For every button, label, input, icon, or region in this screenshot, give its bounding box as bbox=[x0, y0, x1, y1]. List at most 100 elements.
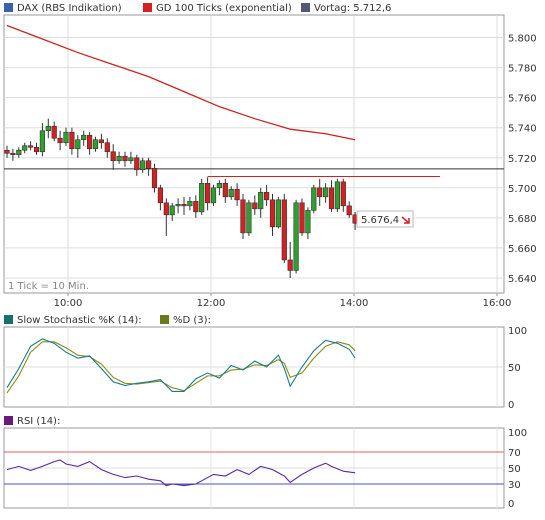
candle-down bbox=[51, 125, 57, 139]
candle-down bbox=[4, 149, 10, 154]
candle-down bbox=[157, 187, 164, 204]
candle-down bbox=[57, 137, 63, 144]
candle-down bbox=[122, 155, 128, 162]
last-price-box bbox=[356, 210, 414, 228]
candle-down bbox=[181, 204, 187, 207]
candle-up bbox=[258, 192, 264, 210]
rsi-y-tick-label: 50 bbox=[508, 464, 521, 475]
candle-down bbox=[33, 146, 40, 153]
candle-down bbox=[104, 142, 110, 153]
legend-swatch-dax bbox=[4, 3, 13, 12]
candle-up bbox=[246, 202, 252, 234]
legend-label-dax: DAX (RBS Indikation) bbox=[17, 3, 122, 14]
candle-down bbox=[340, 181, 346, 207]
main-plot-frame bbox=[3, 14, 505, 294]
candle-down bbox=[328, 187, 335, 210]
legend-swatch-d bbox=[160, 315, 169, 324]
candle-up bbox=[228, 189, 234, 198]
candle-down bbox=[281, 199, 287, 261]
main-y-tick-label: 5.780 bbox=[508, 64, 537, 75]
candle-up bbox=[305, 210, 311, 234]
candle-down bbox=[10, 152, 16, 156]
rsi-y-tick-label: 0 bbox=[508, 499, 514, 510]
stoch-y-axis-labels: 100 50 0 bbox=[508, 326, 527, 411]
last-price-label: 5.676,4 bbox=[361, 215, 399, 226]
candle-down bbox=[234, 189, 240, 201]
main-y-tick-label: 5.740 bbox=[508, 124, 537, 135]
ema-line bbox=[6, 24, 356, 141]
main-x-tick-label: 12:00 bbox=[197, 298, 226, 309]
main-gridlines bbox=[4, 15, 504, 296]
candle-up bbox=[322, 187, 329, 198]
legend-swatch-prev-close bbox=[301, 3, 310, 12]
stoch-y-tick-label: 0 bbox=[508, 400, 514, 411]
candle-up bbox=[275, 199, 282, 228]
legend-swatch-rsi bbox=[4, 416, 13, 425]
candle-down bbox=[299, 202, 305, 234]
legend-label-k: Slow Stochastic %K (14): bbox=[17, 315, 142, 326]
candle-up bbox=[293, 202, 299, 271]
main-x-tick-label: 16:00 bbox=[483, 298, 512, 309]
candle-down bbox=[346, 205, 352, 216]
rsi-y-tick-label: 100 bbox=[508, 428, 527, 439]
candle-up bbox=[216, 183, 223, 189]
candle-down bbox=[134, 157, 140, 171]
tick-note: 1 Tick = 10 Min. bbox=[8, 281, 89, 292]
rsi-y-tick-label: 70 bbox=[508, 448, 521, 459]
candle-down bbox=[110, 151, 116, 162]
stoch-k-line bbox=[6, 338, 356, 392]
candle-down bbox=[269, 199, 276, 228]
candle-down bbox=[240, 199, 246, 234]
rsi-legend: RSI (14): bbox=[4, 416, 60, 427]
candle-up bbox=[39, 130, 45, 153]
candle-down bbox=[98, 139, 104, 144]
main-y-tick-label: 5.680 bbox=[508, 214, 537, 225]
legend-swatch-k bbox=[4, 315, 13, 324]
candle-down bbox=[151, 167, 158, 189]
candle-up bbox=[210, 187, 217, 204]
candle-up bbox=[187, 201, 193, 207]
candle-down bbox=[263, 192, 270, 201]
candle-up bbox=[81, 134, 87, 141]
legend-label-d: %D (3): bbox=[173, 315, 211, 326]
main-y-tick-label: 5.700 bbox=[508, 184, 537, 195]
main-y-tick-label: 5.800 bbox=[508, 34, 537, 45]
main-y-tick-label: 5.640 bbox=[508, 274, 537, 285]
candle-down bbox=[287, 259, 293, 271]
stoch-y-tick-label: 50 bbox=[508, 363, 521, 374]
candle-up bbox=[199, 183, 205, 213]
main-x-tick-label: 14:00 bbox=[340, 298, 369, 309]
candle-up bbox=[311, 187, 317, 211]
candle-down bbox=[193, 201, 199, 213]
candle-up bbox=[75, 139, 81, 150]
main-x-tick-label: 10:00 bbox=[54, 298, 83, 309]
main-y-tick-label: 5.720 bbox=[508, 154, 537, 165]
candle-up bbox=[45, 125, 51, 132]
rsi-gridlines bbox=[4, 428, 504, 508]
rsi-y-tick-label: 30 bbox=[508, 480, 521, 491]
candle-down bbox=[222, 183, 228, 198]
main-y-tick-label: 5.660 bbox=[508, 244, 537, 255]
main-legend: DAX (RBS Indikation) GD 100 Ticks (expon… bbox=[4, 3, 391, 14]
legend-label-prev-close: Vortag: 5.712,6 bbox=[314, 3, 391, 14]
rsi-y-axis-labels: 100 70 50 30 0 bbox=[508, 428, 527, 510]
candle-up bbox=[22, 145, 28, 151]
candle-up bbox=[175, 204, 181, 207]
candle-up bbox=[16, 149, 22, 156]
candle-down bbox=[317, 187, 323, 198]
main-y-axis-labels: 5.800 5.780 5.760 5.740 5.720 5.700 5.680 5.660… bbox=[508, 34, 537, 285]
candle-down bbox=[163, 202, 169, 216]
candle-down bbox=[252, 202, 258, 210]
candle-up bbox=[128, 157, 134, 162]
stoch-d-line bbox=[6, 341, 356, 394]
candle-down bbox=[27, 145, 34, 148]
candle-up bbox=[334, 181, 341, 210]
legend-swatch-ema bbox=[143, 3, 152, 12]
candle-up bbox=[116, 155, 122, 162]
candle-down bbox=[205, 183, 211, 204]
candle-up bbox=[140, 160, 146, 171]
legend-label-rsi: RSI (14): bbox=[17, 416, 60, 427]
